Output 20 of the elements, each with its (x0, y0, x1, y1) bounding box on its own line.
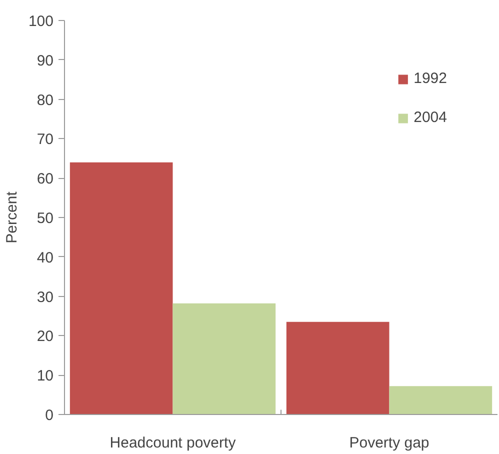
y-tick-label: 90 (36, 52, 54, 70)
y-tick-label: 30 (36, 288, 54, 306)
y-axis-title: Percent (3, 190, 20, 244)
y-tick-label: 60 (36, 170, 54, 188)
y-tick-label: 40 (36, 249, 54, 266)
y-tick-label: 20 (36, 328, 54, 346)
bar (389, 386, 492, 414)
bar (286, 322, 390, 414)
y-tick-label: 0 (45, 407, 54, 424)
bar (172, 303, 276, 414)
legend-label: 2004 (414, 109, 447, 126)
y-tick-label: 100 (28, 13, 54, 30)
bar (70, 162, 173, 414)
y-tick-label: 70 (36, 131, 54, 148)
x-tick-label: Poverty gap (349, 434, 430, 452)
y-tick-label: 80 (36, 92, 54, 109)
x-tick-label: Headcount poverty (110, 434, 236, 452)
legend-label: 1992 (414, 70, 447, 87)
y-tick-label: 10 (36, 368, 54, 385)
y-tick-label: 50 (36, 210, 54, 227)
